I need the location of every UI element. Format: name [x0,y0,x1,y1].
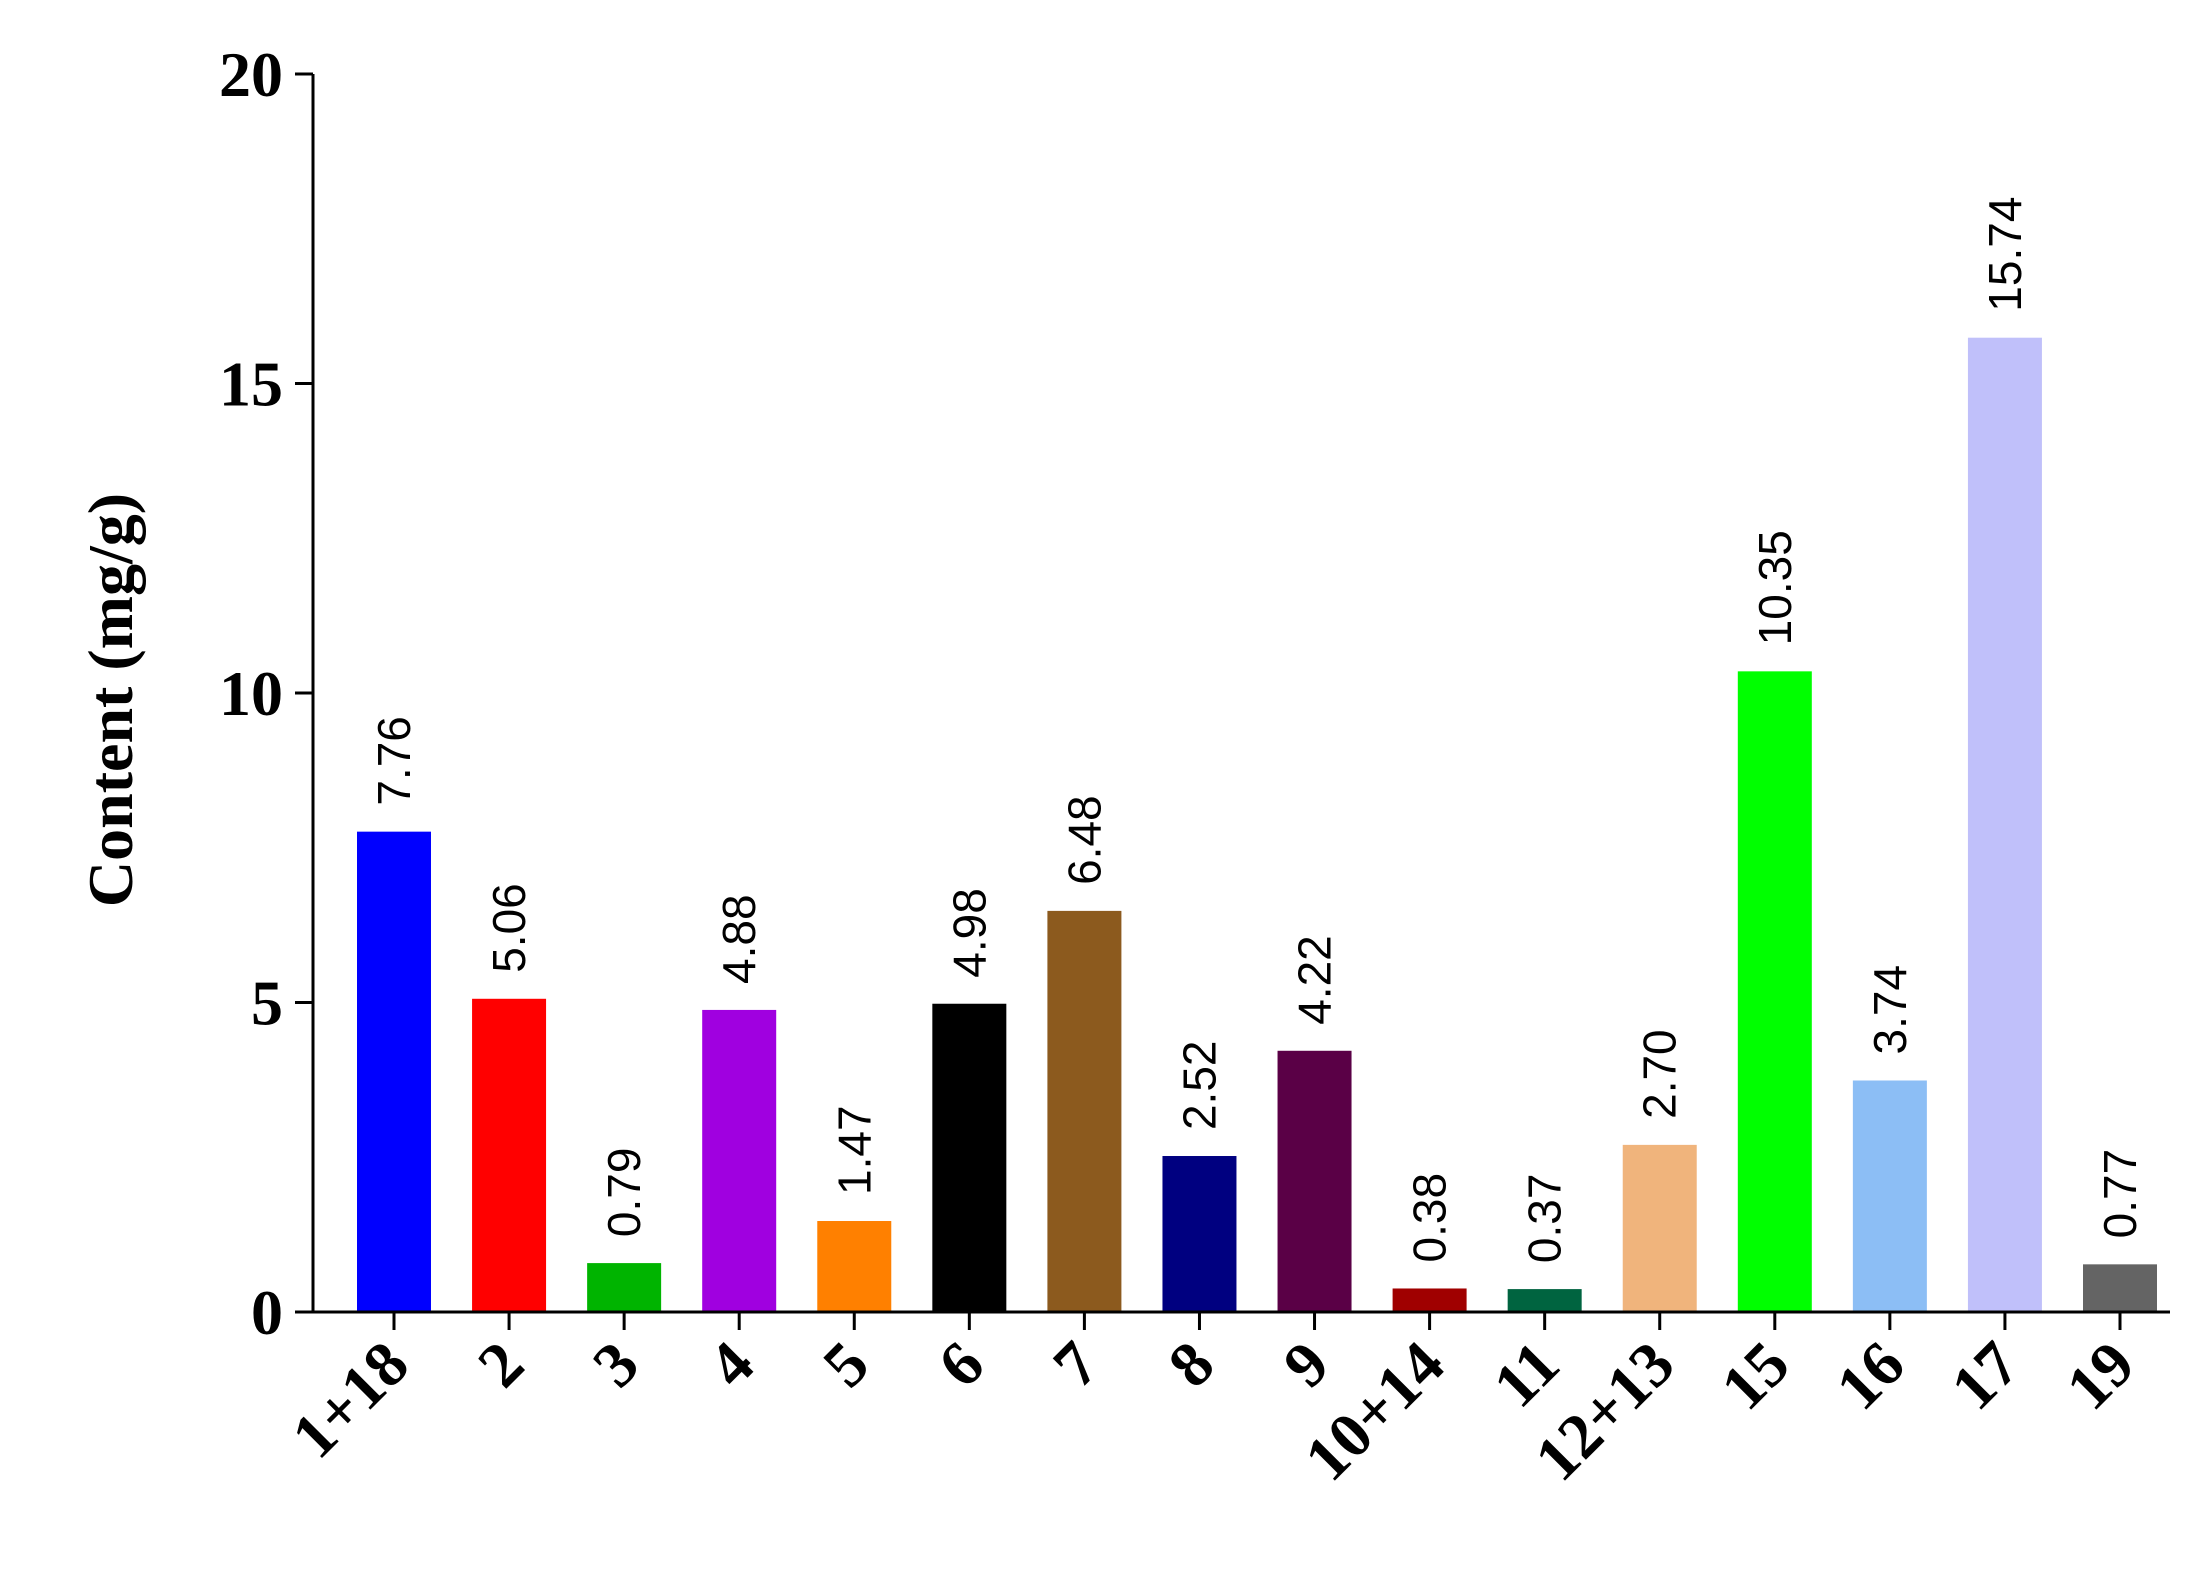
bar-9 [1277,1050,1352,1312]
y-tick-label: 5 [251,968,283,1039]
value-label: 3.74 [1864,965,1916,1055]
value-label: 0.77 [2094,1149,2146,1239]
x-tick-label: 6 [924,1328,997,1401]
x-tick-label: 17 [1937,1328,2032,1423]
x-tick-label: 15 [1707,1328,1802,1423]
x-tick-label: 19 [2052,1328,2147,1423]
y-tick-label: 0 [251,1277,283,1348]
bar-19 [2083,1264,2157,1312]
value-label: 6.48 [1058,795,1110,885]
bar-15 [1737,671,1812,1312]
x-tick-label: 1+18 [278,1328,422,1472]
bar-1+18 [357,831,431,1312]
x-tick-label: 4 [694,1328,767,1401]
value-label: 0.38 [1404,1173,1456,1263]
x-tick-label: 16 [1822,1328,1917,1423]
x-tick-label: 7 [1039,1328,1112,1401]
value-label: 7.76 [368,716,420,806]
value-label: 4.22 [1289,935,1341,1025]
x-tick-label: 9 [1270,1328,1343,1401]
value-label: 4.88 [713,894,765,984]
bar-3 [587,1263,662,1312]
value-label: 1.47 [828,1105,880,1195]
x-tick-label: 8 [1155,1328,1228,1401]
y-axis-title-group: Content (mg/g) [75,493,146,907]
value-label: 4.98 [943,888,995,978]
data-labels: 7.76 5.06 0.79 4.88 1.47 4.98 6.48 2.52 4.22 0.38… [368,197,2146,1264]
bar-10+14 [1392,1288,1467,1312]
y-axis-title: Content (mg/g) [75,493,146,907]
bar-2 [472,998,547,1312]
bar-8 [1162,1156,1237,1312]
bar-12+13 [1622,1144,1697,1312]
bar-11 [1507,1289,1582,1312]
value-label: 2.52 [1173,1040,1225,1130]
bar-6 [932,1003,1007,1312]
bar-16 [1852,1080,1927,1312]
value-label: 0.37 [1519,1174,1571,1264]
y-tick-label: 20 [219,39,283,110]
value-label: 0.79 [598,1148,650,1238]
value-label: 2.70 [1634,1029,1686,1119]
x-tick-label: 2 [464,1328,537,1401]
y-tick-label: 10 [219,658,283,729]
x-tick-label: 5 [809,1328,882,1401]
bar-17 [1967,337,2042,1313]
value-label: 10.35 [1749,530,1801,645]
y-axis-ticks: 0 5 10 15 20 [219,39,313,1348]
bar-7 [1047,910,1122,1312]
bar-4 [702,1009,777,1312]
y-tick-label: 15 [219,349,283,420]
value-label: 5.06 [483,883,535,973]
x-tick-label: 3 [579,1328,652,1401]
bar-5 [817,1221,892,1312]
bars [357,337,2157,1313]
value-label: 15.74 [1979,197,2031,312]
